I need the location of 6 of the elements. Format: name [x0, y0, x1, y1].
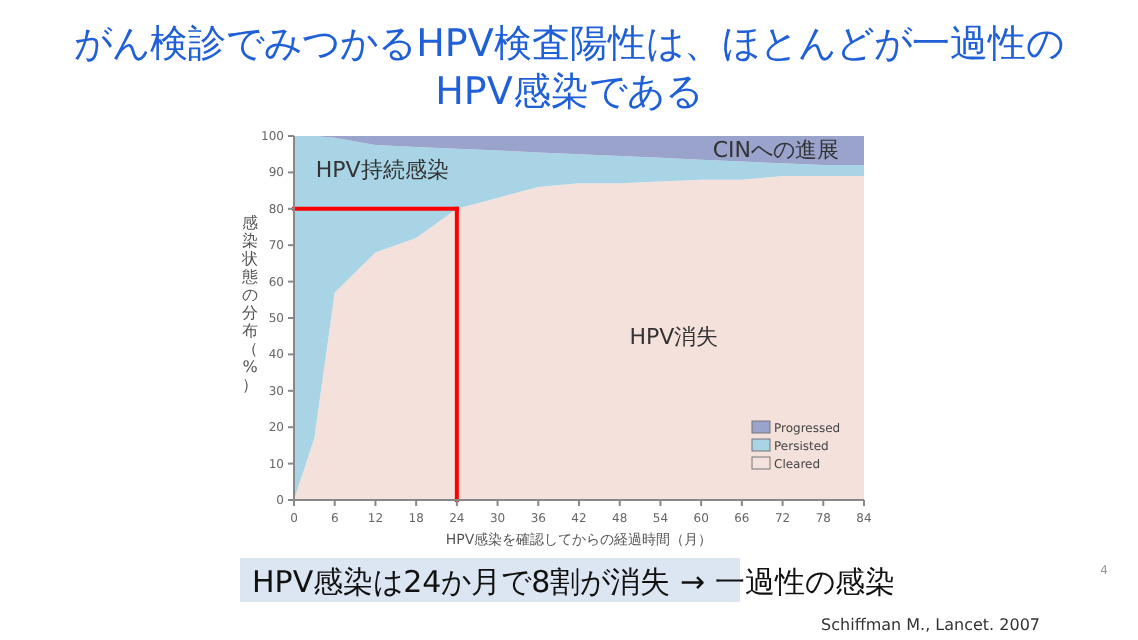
text: HPV感染は24か月で8割が消失 → 一過性の感染: [252, 564, 895, 600]
annotation: CINへの進展: [712, 136, 839, 163]
annotation: HPV持続感染: [315, 156, 449, 183]
text: Schiffman M., Lancet. 2007: [821, 616, 1040, 634]
text: 感染状態の分布（%）: [242, 214, 258, 394]
chart-title: がん検診でみつかるHPV検査陽性は、ほとんどが一過性の HPV感染である: [74, 22, 1064, 114]
